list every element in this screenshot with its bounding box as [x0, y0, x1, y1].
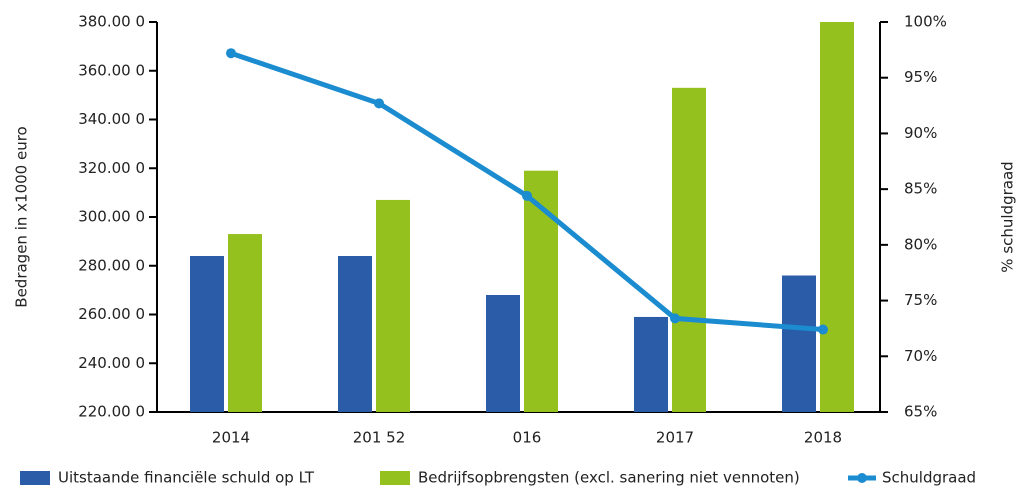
y2-tick-label: 100%: [904, 13, 947, 31]
bar: [338, 256, 372, 412]
bar: [672, 87, 706, 412]
x-tick-label: 201 52: [353, 429, 406, 447]
y-axis-label: Bedragen in x1000 euro: [13, 126, 31, 307]
y2-tick-label: 65%: [904, 403, 937, 421]
legend-swatch: [20, 471, 50, 485]
bar: [376, 199, 410, 412]
y2-tick-label: 70%: [904, 347, 937, 365]
bar: [634, 316, 668, 412]
y-tick-label: 280.00 0: [78, 256, 145, 274]
bar: [486, 295, 520, 412]
line-marker: [818, 324, 828, 335]
y-tick-label: 380.00 0: [78, 13, 145, 31]
bar: [228, 234, 262, 412]
bar: [190, 256, 224, 412]
y2-tick-label: 95%: [904, 68, 937, 86]
legend-swatch: [857, 473, 867, 483]
y-tick-label: 260.00 0: [78, 305, 145, 323]
y2-tick-label: 80%: [904, 235, 937, 253]
y-tick-label: 240.00 0: [78, 354, 145, 372]
legend-label: Uitstaande financiële schuld op LT: [58, 469, 315, 487]
y-tick-label: 300.00 0: [78, 208, 145, 226]
line-marker: [374, 98, 384, 109]
y2-tick-label: 90%: [904, 124, 937, 142]
bar: [782, 275, 816, 412]
x-tick-label: 2014: [212, 429, 250, 447]
legend-label: Schuldgraad: [882, 469, 976, 487]
x-tick-label: 016: [513, 429, 542, 447]
y2-tick-label: 85%: [904, 180, 937, 198]
y2-tick-label: 75%: [904, 291, 937, 309]
line-marker: [522, 190, 532, 201]
y-tick-label: 360.00 0: [78, 61, 145, 79]
y-tick-label: 320.00 0: [78, 159, 145, 177]
y2-axis-label: % schuldgraad: [999, 161, 1017, 272]
y-tick-label: 220.00 0: [78, 403, 145, 421]
x-tick-label: 2017: [656, 429, 694, 447]
line-marker: [670, 313, 680, 324]
legend-swatch: [380, 471, 410, 485]
y-tick-label: 340.00 0: [78, 110, 145, 128]
bar: [524, 170, 558, 412]
bar: [820, 22, 854, 412]
legend-label: Bedrijfsopbrengsten (excl. sanering niet…: [418, 469, 800, 487]
x-tick-label: 2018: [804, 429, 842, 447]
line-marker: [226, 48, 236, 59]
